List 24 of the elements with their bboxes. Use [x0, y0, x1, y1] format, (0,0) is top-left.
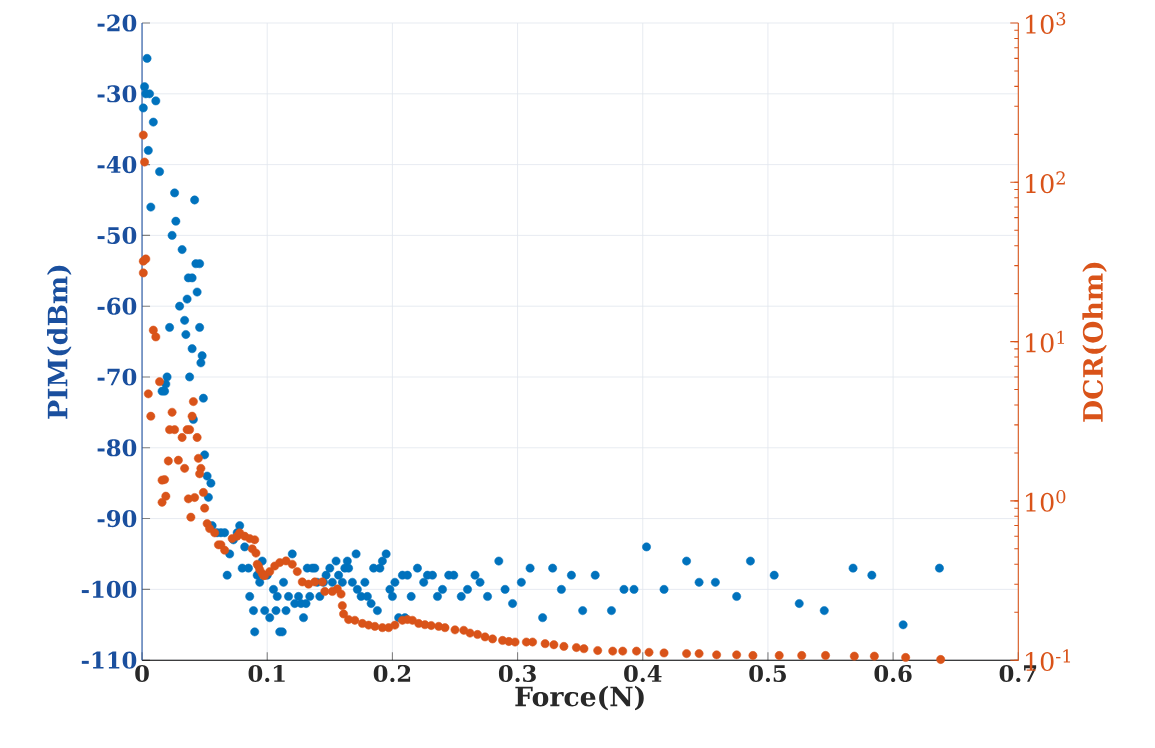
y-tick-label: -30 — [97, 85, 137, 103]
y2-axis-title: DCR(Ohm) — [1082, 262, 1107, 422]
x-tick-label: 0 — [135, 664, 149, 682]
y-tick-label: -110 — [81, 651, 137, 669]
y-tick-label: -40 — [97, 155, 137, 174]
x-tick-label: 0.2 — [373, 664, 411, 682]
y2-tick-label: 10$^{3}$ — [1026, 11, 1066, 34]
y-tick-label: -50 — [97, 226, 137, 244]
x-tick-label: 0.6 — [874, 664, 912, 682]
x-tick-label: 0.4 — [624, 664, 662, 682]
x-axis-title: Force(N) — [515, 685, 644, 711]
x-tick-label: 0.1 — [248, 664, 285, 682]
y-tick-label: -80 — [97, 439, 137, 457]
y2-tick-label: 10$^{2}$ — [1026, 171, 1065, 194]
y-tick-label: -100 — [81, 580, 137, 598]
y-tick-label: -90 — [97, 509, 137, 528]
y-tick-label: -60 — [97, 297, 137, 315]
y2-tick-label: 10$^{1}$ — [1026, 330, 1065, 353]
x-tick-label: 0.3 — [498, 664, 536, 682]
y2-tick-label: 10$^{0}$ — [1026, 489, 1066, 512]
y-axis-title: PIM(dBm) — [47, 265, 72, 419]
y-tick-label: -70 — [97, 368, 137, 386]
y-tick-label: -20 — [97, 14, 137, 32]
x-tick-label: 0.5 — [749, 664, 786, 682]
